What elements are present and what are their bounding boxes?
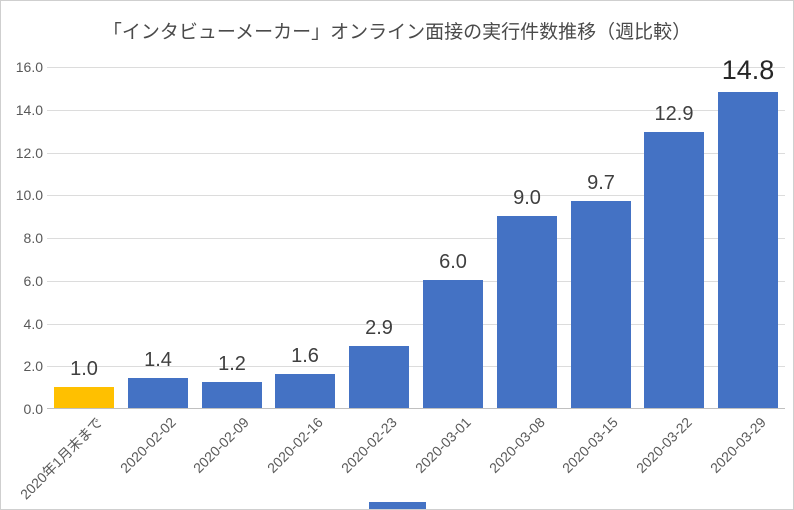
- bar-2020-03-15: [571, 201, 631, 408]
- x-tick-label: 2020年1月末まで: [16, 414, 106, 503]
- bar-2020-02-23: [349, 346, 409, 408]
- x-tick-label: 2020-02-16: [264, 414, 327, 476]
- gridline: [47, 238, 785, 239]
- y-tick-label: 0.0: [23, 401, 43, 417]
- bar-value-label: 1.6: [291, 345, 319, 367]
- bar-2020年1月末まで: [54, 387, 114, 408]
- bar-value-label: 9.0: [513, 187, 541, 209]
- bar-2020-02-16: [275, 374, 335, 408]
- gridline: [47, 281, 785, 282]
- y-tick-label: 2.0: [23, 358, 43, 374]
- x-tick-label: 2020-02-02: [117, 414, 180, 476]
- y-tick-label: 4.0: [23, 316, 43, 332]
- bar-2020-02-09: [202, 382, 262, 408]
- gridline: [47, 366, 785, 367]
- bar-2020-03-22: [644, 132, 704, 408]
- legend-fragment: [369, 502, 426, 509]
- plot-area: 1.0 1.4 1.2 1.6 2.9 6.0 9.0 9.7 12.9 14.8: [47, 55, 785, 409]
- y-tick-label: 14.0: [15, 102, 43, 118]
- y-tick-label: 12.0: [15, 145, 43, 161]
- bar-value-label: 1.2: [218, 353, 246, 375]
- bar-2020-03-29: [718, 92, 778, 408]
- y-tick-label: 10.0: [15, 187, 43, 203]
- bar-value-label: 1.0: [70, 358, 98, 380]
- bar-value-label: 1.4: [144, 349, 172, 371]
- x-tick-label: 2020-03-15: [559, 414, 622, 476]
- x-axis-line: [47, 408, 785, 409]
- x-tick-label: 2020-02-23: [338, 414, 401, 476]
- bar-value-label: 2.9: [365, 317, 393, 339]
- bar-value-label: 6.0: [439, 251, 467, 273]
- y-tick-label: 16.0: [15, 59, 43, 75]
- gridline: [47, 110, 785, 111]
- gridline: [47, 153, 785, 154]
- bar-2020-02-02: [128, 378, 188, 408]
- x-tick-label: 2020-03-08: [486, 414, 549, 476]
- x-tick-label: 2020-03-22: [633, 414, 696, 476]
- chart-title: 「インタビューメーカー」オンライン面接の実行件数推移（週比較）: [102, 22, 692, 43]
- gridline: [47, 67, 785, 68]
- x-tick-label: 2020-02-09: [190, 414, 253, 476]
- y-tick-label: 6.0: [23, 273, 43, 289]
- x-tick-label: 2020-03-01: [412, 414, 475, 476]
- bar-2020-03-01: [423, 280, 483, 408]
- bar-value-label: 12.9: [654, 103, 694, 125]
- bar-2020-03-08: [497, 216, 557, 408]
- bar-value-label: 9.7: [587, 172, 615, 194]
- bar-value-label: 14.8: [721, 55, 775, 85]
- y-tick-label: 8.0: [23, 230, 43, 246]
- gridline: [47, 195, 785, 196]
- x-tick-label: 2020-03-29: [707, 414, 770, 476]
- gridline: [47, 324, 785, 325]
